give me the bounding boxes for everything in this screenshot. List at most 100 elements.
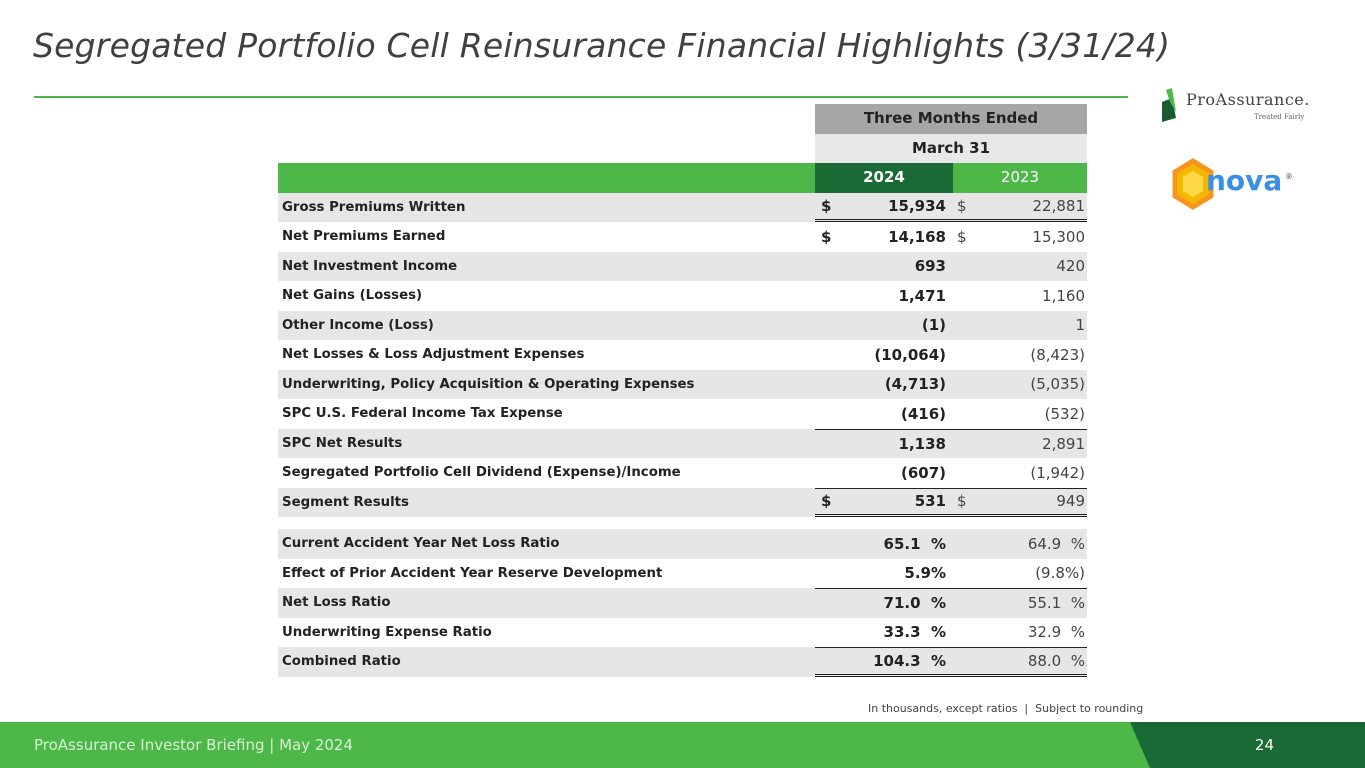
registered-mark: ®	[1285, 172, 1293, 181]
value-2024-cell: (416)	[815, 399, 953, 429]
currency-sign: $	[821, 196, 832, 215]
table-row: Net Losses & Loss Adjustment Expenses (1…	[278, 340, 1087, 370]
value-2023-cell: $22,881	[953, 193, 1087, 222]
financial-table: Three Months Ended March 31 2024 2023 Gro…	[278, 104, 1087, 677]
value-2024: (1)	[921, 316, 946, 335]
value-2024-cell: (607)	[815, 458, 953, 488]
value-2023: (1,942)	[1030, 463, 1085, 482]
value-2023: 1	[1075, 316, 1085, 335]
proassurance-logo: ProAssurance. Treated Fairly	[1158, 86, 1338, 126]
value-2024-cell: 104.3 %	[815, 647, 953, 677]
value-2024-cell: 1,471	[815, 281, 953, 311]
row-label: Current Accident Year Net Loss Ratio	[282, 536, 560, 552]
value-2024-cell: 71.0 %	[815, 588, 953, 618]
value-2024: (4,713)	[884, 375, 946, 394]
currency-sign: $	[821, 492, 832, 511]
currency-sign: $	[821, 227, 832, 246]
value-2023: 15,300	[1032, 227, 1086, 246]
value-2024-cell: (1)	[815, 311, 953, 341]
table-row: Net Premiums Earned $14,168 $15,300	[278, 222, 1087, 252]
value-2024: 1,471	[898, 286, 946, 305]
table-row: Gross Premiums Written $15,934 $22,881	[278, 192, 1087, 222]
value-2024: 104.3 %	[873, 651, 946, 670]
value-2024: 14,168	[888, 227, 946, 246]
page-number: 24	[1254, 736, 1274, 754]
header-year-2023: 2023	[1000, 168, 1040, 186]
inova-wordmark: nova	[1206, 164, 1283, 197]
currency-sign: $	[957, 227, 967, 246]
value-2023-cell: 1,160	[953, 281, 1087, 311]
value-2023-cell: (8,423)	[953, 340, 1087, 370]
value-2023-cell: 32.9 %	[953, 618, 1087, 648]
ratio-row: Underwriting Expense Ratio 33.3 % 32.9 %	[278, 618, 1087, 648]
header-three-months: Three Months Ended	[815, 104, 1087, 134]
value-2023: 420	[1056, 257, 1085, 276]
value-2024: 71.0 %	[883, 594, 946, 613]
value-2023: 1,160	[1042, 286, 1085, 305]
value-2024: 531	[914, 492, 946, 511]
value-2024: (416)	[900, 404, 946, 423]
value-2024-cell: 693	[815, 252, 953, 282]
proassurance-leaf-icon	[1162, 88, 1176, 122]
table-row: Segregated Portfolio Cell Dividend (Expe…	[278, 458, 1087, 488]
header-year-2024: 2024	[815, 163, 953, 193]
row-label: Underwriting, Policy Acquisition & Opera…	[282, 376, 695, 392]
value-2024-cell: $15,934	[815, 193, 953, 222]
value-2024-cell: $14,168	[815, 222, 953, 252]
page-title: Segregated Portfolio Cell Reinsurance Fi…	[33, 26, 1171, 65]
value-2023: (8,423)	[1030, 345, 1085, 364]
table-row: Net Gains (Losses) 1,471 1,160	[278, 281, 1087, 311]
footnote: In thousands, except ratios | Subject to…	[868, 702, 1144, 715]
value-2023: (5,035)	[1030, 375, 1085, 394]
value-2023: 32.9 %	[1027, 623, 1085, 642]
row-label: Net Losses & Loss Adjustment Expenses	[282, 347, 585, 363]
value-2023: 949	[1056, 492, 1085, 511]
value-2024: 33.3 %	[883, 623, 946, 642]
value-2023-cell: $15,300	[953, 222, 1087, 252]
value-2023-cell: 55.1 %	[953, 588, 1087, 618]
row-label: SPC U.S. Federal Income Tax Expense	[282, 406, 563, 422]
value-2024: (10,064)	[874, 345, 946, 364]
value-2024: 1,138	[898, 434, 946, 453]
row-label: Effect of Prior Accident Year Reserve De…	[282, 565, 663, 581]
footer-page-tab	[1130, 722, 1365, 768]
row-label: Net Loss Ratio	[282, 595, 391, 611]
value-2023-cell: 2,891	[953, 428, 1087, 459]
table-row: SPC Net Results 1,138 2,891	[278, 428, 1087, 459]
value-2024-cell: (10,064)	[815, 340, 953, 370]
ratio-row: Net Loss Ratio 71.0 % 55.1 %	[278, 588, 1087, 618]
ratio-row: Current Accident Year Net Loss Ratio 65.…	[278, 529, 1087, 559]
value-2023-cell: (532)	[953, 399, 1087, 429]
value-2024: 693	[914, 257, 946, 276]
ratio-row: Combined Ratio 104.3 % 88.0 %	[278, 647, 1087, 677]
currency-sign: $	[957, 196, 967, 215]
row-label: Net Gains (Losses)	[282, 288, 423, 304]
table-row: Net Investment Income 693 420	[278, 251, 1087, 282]
table-row: SPC U.S. Federal Income Tax Expense (416…	[278, 399, 1087, 429]
row-label: Net Premiums Earned	[282, 229, 446, 245]
value-2024-cell: 65.1 %	[815, 529, 953, 559]
value-2023-cell: (9.8%)	[953, 559, 1087, 589]
value-2023-cell: $949	[953, 487, 1087, 517]
footer-bar: ProAssurance Investor Briefing | May 202…	[0, 722, 1365, 768]
value-2023: (9.8%)	[1035, 564, 1085, 583]
value-2023: 55.1 %	[1027, 594, 1085, 613]
value-2024-cell: 5.9%	[815, 559, 953, 589]
inova-hexagon-icon	[1172, 158, 1214, 210]
row-label: Underwriting Expense Ratio	[282, 624, 492, 640]
value-2024: (607)	[900, 463, 946, 482]
value-2023-cell: 88.0 %	[953, 647, 1087, 677]
value-2024: 5.9%	[904, 564, 946, 583]
row-label: Segment Results	[282, 494, 409, 510]
proassurance-tagline: Treated Fairly	[1254, 113, 1305, 121]
value-2023: 64.9 %	[1027, 534, 1085, 553]
value-2023: 22,881	[1032, 196, 1086, 215]
row-label: Segregated Portfolio Cell Dividend (Expe…	[282, 465, 681, 481]
value-2024-cell: (4,713)	[815, 370, 953, 400]
value-2023-cell: (1,942)	[953, 458, 1087, 488]
value-2023: (532)	[1044, 404, 1085, 423]
value-2024: 65.1 %	[883, 534, 946, 553]
header-march-31: March 31	[815, 133, 1087, 163]
value-2024-cell: 33.3 %	[815, 618, 953, 648]
row-label: Other Income (Loss)	[282, 317, 434, 333]
